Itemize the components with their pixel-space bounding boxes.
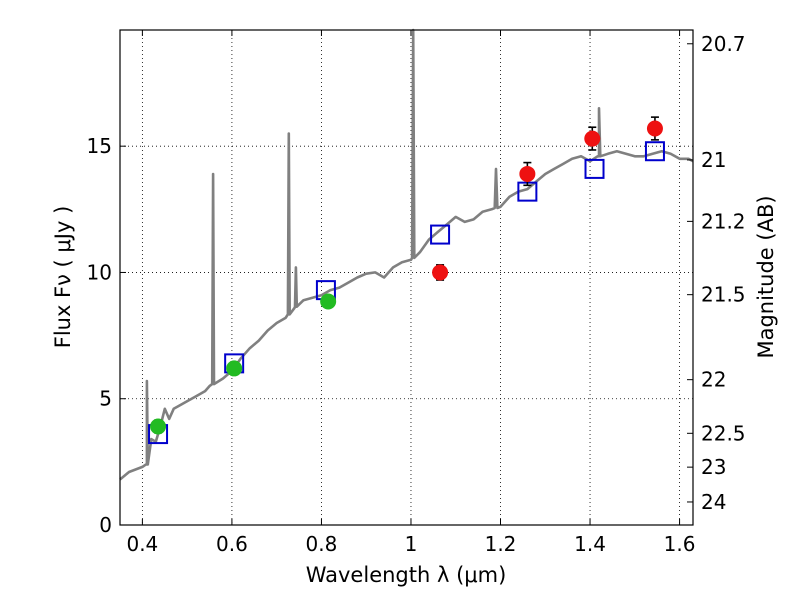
model-photometry-markers xyxy=(148,141,665,445)
magnitude-tick-label: 21.5 xyxy=(701,283,746,307)
x-tick-label: 0.4 xyxy=(126,532,158,556)
magnitude-tick-label: 20.7 xyxy=(701,32,746,56)
y-axis-ticks: 0 5 10 15 xyxy=(87,134,126,537)
model-photometry-square xyxy=(584,158,605,179)
magnitude-tick-label: 21.2 xyxy=(701,209,746,233)
grid xyxy=(120,30,693,525)
y-tick-label: 10 xyxy=(87,260,112,284)
x-tick-label: 1 xyxy=(405,532,418,556)
observed-photometry-markers xyxy=(150,116,663,435)
x-axis-label: Wavelength λ (μm) xyxy=(306,563,507,587)
model-spectrum xyxy=(119,28,694,481)
magnitude-axis-label: Magnitude (AB) xyxy=(754,195,778,358)
model-photometry-square xyxy=(430,224,451,245)
model-spectrum-line xyxy=(119,28,694,481)
magnitude-tick-label: 21 xyxy=(701,148,726,172)
x-tick-label: 0.8 xyxy=(306,532,338,556)
y-tick-label: 5 xyxy=(99,387,112,411)
magnitude-tick-label: 24 xyxy=(701,490,726,514)
nir-photometry-point xyxy=(519,165,536,182)
x-tick-label: 1.4 xyxy=(574,532,606,556)
optical-photometry-point xyxy=(150,418,167,435)
x-tick-label: 0.6 xyxy=(216,532,248,556)
optical-photometry-point xyxy=(226,360,243,377)
nir-photometry-point xyxy=(432,264,449,281)
nir-photometry-point xyxy=(584,130,601,147)
x-axis-ticks: 0.4 0.6 0.8 1 1.2 1.4 1.6 xyxy=(126,30,695,556)
magnitude-axis-ticks: 20.7 21 21.2 21.5 22 22.5 23 24 xyxy=(687,32,746,514)
magnitude-tick-label: 23 xyxy=(701,455,726,479)
magnitude-tick-label: 22 xyxy=(701,368,726,392)
y-tick-label: 0 xyxy=(99,513,112,537)
y-tick-label: 15 xyxy=(87,134,112,158)
x-tick-label: 1.6 xyxy=(664,532,696,556)
optical-photometry-point xyxy=(320,293,337,310)
magnitude-tick-label: 22.5 xyxy=(701,421,746,445)
y-axis-label: Flux Fν ( μJy ) xyxy=(51,206,75,349)
x-tick-label: 1.2 xyxy=(485,532,517,556)
plot-frame xyxy=(119,29,694,526)
model-photometry-square xyxy=(644,141,665,162)
nir-photometry-point xyxy=(646,120,663,137)
